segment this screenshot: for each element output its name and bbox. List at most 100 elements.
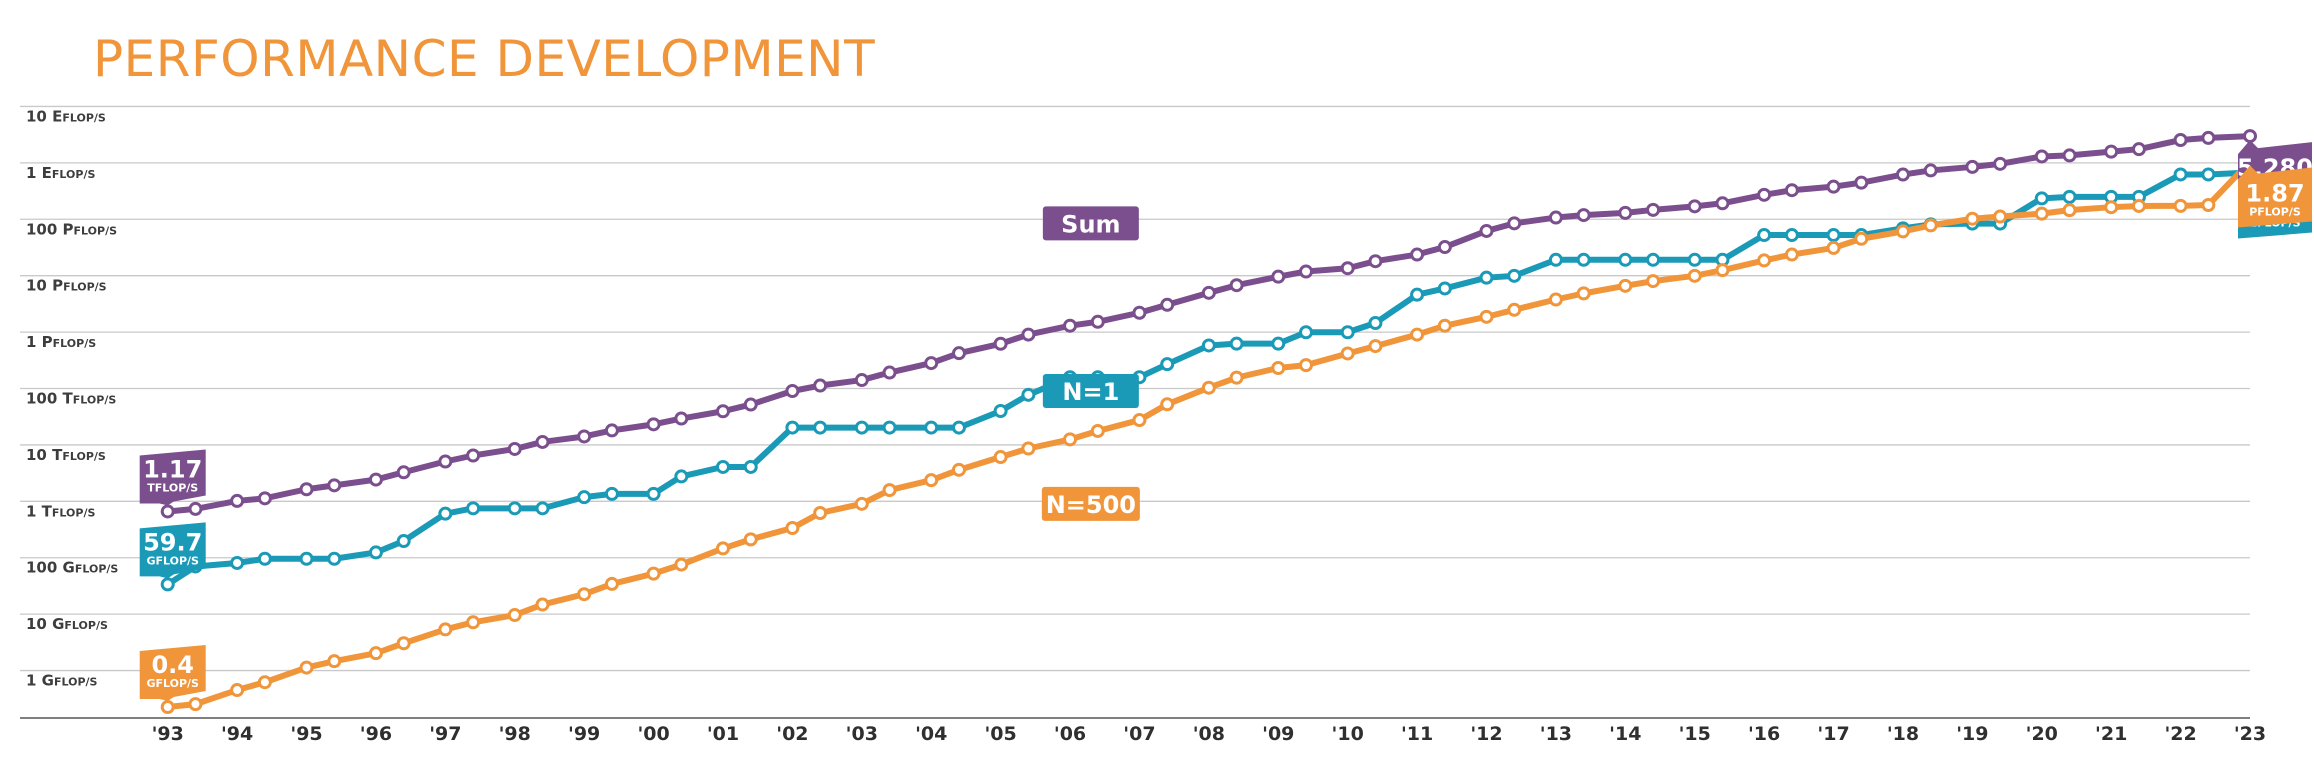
data-point-sum: [507, 441, 522, 456]
value-tag-number: 1.17: [143, 455, 202, 483]
y-tick-label: 1 TFLOP/S: [26, 502, 95, 520]
data-point-n1: [368, 545, 383, 560]
x-tick-label: '12: [1470, 723, 1502, 745]
data-point-n1: [1201, 338, 1216, 353]
data-point-n1: [882, 420, 897, 435]
data-point-sum: [327, 478, 342, 493]
data-point-n500: [507, 608, 522, 623]
value-tag-bg-end-n500: [2238, 165, 2312, 228]
data-point-sum: [1368, 254, 1383, 269]
data-point-n500: [466, 615, 481, 630]
x-tick-label: '22: [2164, 723, 2196, 745]
data-point-sum: [1437, 240, 1452, 255]
data-point-sum: [882, 365, 897, 380]
data-point-sum: [1715, 196, 1730, 211]
y-axis-labels: 1 GFLOP/S 10 GFLOP/S 100 GFLOP/S 1 TFLOP/S 1…: [26, 107, 118, 689]
data-point-n1: [1687, 252, 1702, 267]
value-tag-unit: GFLOP/S: [146, 554, 199, 567]
data-point-n500: [368, 646, 383, 661]
data-point-sum: [2243, 129, 2257, 144]
data-point-n1: [2034, 191, 2049, 206]
data-point-sum: [813, 378, 828, 393]
data-point-n1: [438, 506, 453, 521]
data-point-n500: [1965, 211, 1980, 226]
data-point-sum: [1687, 199, 1702, 214]
x-tick-label: '04: [915, 723, 947, 745]
x-tick-label: '09: [1262, 723, 1294, 745]
value-tag-bg-start-n500: [139, 645, 206, 702]
legend-label-sum: Sum: [1061, 210, 1120, 238]
data-point-n500: [1201, 380, 1216, 395]
data-point-n1: [1618, 252, 1633, 267]
x-tick-label: '94: [221, 723, 253, 745]
data-point-sum: [2173, 133, 2188, 148]
data-point-n500: [2201, 198, 2216, 213]
data-point-n500: [1715, 263, 1730, 278]
data-point-n1: [785, 420, 800, 435]
y-tick-label: 100 GFLOP/S: [26, 559, 118, 577]
data-point-sum: [1299, 264, 1314, 279]
x-tick-label: '03: [846, 723, 878, 745]
data-point-n1: [577, 490, 592, 505]
x-tick-label: '11: [1401, 723, 1433, 745]
data-point-n1: [993, 404, 1008, 419]
data-point-n1: [1576, 252, 1591, 267]
data-point-n500: [674, 557, 689, 572]
x-tick-label: '99: [568, 723, 600, 745]
value-tags: 1.17TFLOP/S59.7GFLOP/S0.4GFLOP/S5,280PFL…: [139, 140, 2313, 702]
data-point-n1: [257, 551, 272, 566]
x-tick-label: '19: [1956, 723, 1988, 745]
legend-label-n1: N=1: [1062, 378, 1119, 406]
data-point-n500: [715, 541, 730, 556]
data-point-sum: [299, 482, 314, 497]
data-point-sum: [674, 411, 689, 426]
data-point-n1: [924, 420, 939, 435]
legend-box-n1: [1042, 373, 1139, 408]
data-point-n500: [1993, 209, 2008, 224]
value-tag-unit: PFLOP/S: [2249, 206, 2301, 219]
x-tick-label: '95: [290, 723, 322, 745]
y-tick-label: 10 GFLOP/S: [26, 615, 108, 633]
data-point-sum: [577, 429, 592, 444]
data-point-n500: [1021, 441, 1036, 456]
series-line-n500: [164, 158, 2253, 711]
data-point-n1: [1548, 252, 1563, 267]
x-tick-label: '98: [499, 723, 531, 745]
data-point-n500: [854, 496, 869, 511]
data-point-sum: [1063, 318, 1078, 333]
data-point-n1: [743, 459, 758, 474]
data-point-sum: [854, 373, 869, 388]
data-point-n1: [1507, 268, 1522, 283]
value-tag-number: 59.7: [143, 528, 202, 556]
data-point-n500: [1229, 370, 1244, 385]
x-tick-label: '05: [984, 723, 1016, 745]
data-point-n1: [813, 420, 828, 435]
data-point-n1: [1784, 228, 1799, 243]
data-point-n500: [1340, 346, 1355, 361]
y-tick-label: 10 TFLOP/S: [26, 446, 106, 464]
data-point-n500: [1576, 286, 1591, 301]
data-point-sum: [1965, 159, 1980, 174]
data-point-n500: [1271, 361, 1286, 376]
data-point-sum: [230, 493, 245, 508]
data-point-n1: [1229, 336, 1244, 351]
data-point-n500: [951, 462, 966, 477]
data-point-sum: [1132, 305, 1147, 320]
data-point-sum: [715, 404, 730, 419]
data-point-n1: [1271, 336, 1286, 351]
data-point-sum: [1757, 187, 1772, 202]
data-point-n1: [674, 469, 689, 484]
data-point-n500: [1160, 397, 1175, 412]
legend-label-n500: N=500: [1046, 491, 1136, 519]
data-point-sum: [2062, 148, 2077, 163]
data-point-n1: [1410, 287, 1425, 302]
data-point-n500: [1090, 423, 1105, 438]
y-tick-label: 10 EFLOP/S: [26, 107, 106, 125]
data-point-n1: [1646, 252, 1661, 267]
data-point-n500: [1410, 327, 1425, 342]
data-point-n500: [1299, 358, 1314, 373]
data-point-n1: [535, 501, 550, 516]
data-point-n1: [507, 501, 522, 516]
data-point-sum: [646, 417, 661, 432]
